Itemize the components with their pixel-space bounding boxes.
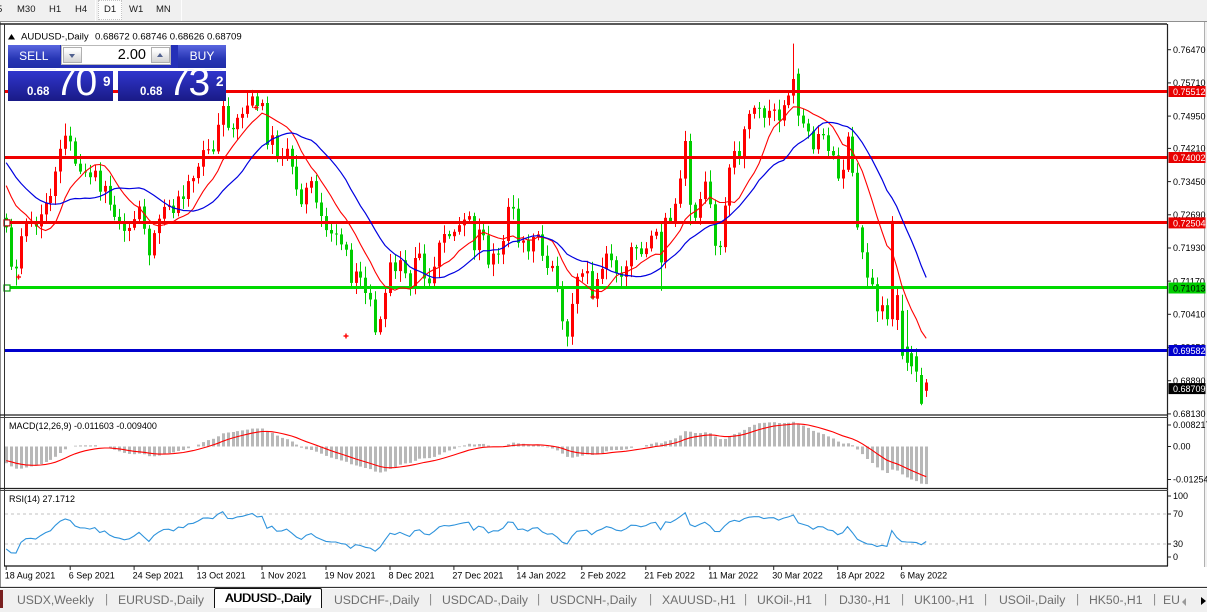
svg-text:8 Dec 2021: 8 Dec 2021	[389, 571, 435, 581]
svg-text:0.75512: 0.75512	[1173, 87, 1206, 97]
svg-text:0.70410: 0.70410	[1173, 310, 1206, 320]
svg-text:0.76470: 0.76470	[1173, 45, 1206, 55]
svg-text:70: 70	[1173, 509, 1183, 519]
svg-text:100: 100	[1173, 491, 1188, 501]
svg-text:-0.012547: -0.012547	[1173, 475, 1207, 485]
svg-text:AUDUSD-,Daily: AUDUSD-,Daily	[21, 32, 89, 43]
svg-text:0.72690: 0.72690	[1173, 210, 1206, 220]
svg-text:24 Sep 2021: 24 Sep 2021	[133, 571, 184, 581]
svg-text:0.68672 0.68746 0.68626 0.6870: 0.68672 0.68746 0.68626 0.68709	[95, 32, 242, 43]
svg-text:0.74210: 0.74210	[1173, 144, 1206, 154]
svg-text:19 Nov 2021: 19 Nov 2021	[325, 571, 376, 581]
svg-text:30: 30	[1173, 539, 1183, 549]
svg-text:11 Mar 2022: 11 Mar 2022	[708, 571, 758, 581]
svg-text:0: 0	[1173, 552, 1178, 562]
svg-text:30 Mar 2022: 30 Mar 2022	[772, 571, 823, 581]
svg-text:18 Apr 2022: 18 Apr 2022	[836, 571, 885, 581]
svg-text:6 Sep 2021: 6 Sep 2021	[69, 571, 115, 581]
svg-text:0.74950: 0.74950	[1173, 111, 1206, 121]
svg-text:0.69582: 0.69582	[1173, 346, 1206, 356]
svg-text:0.68709: 0.68709	[1173, 384, 1206, 394]
svg-text:0.00: 0.00	[1173, 442, 1191, 452]
svg-text:0.68130: 0.68130	[1173, 409, 1206, 419]
svg-text:0.74002: 0.74002	[1173, 153, 1206, 163]
svg-text:0.72504: 0.72504	[1173, 218, 1206, 228]
svg-text:6 May 2022: 6 May 2022	[900, 571, 947, 581]
svg-text:13 Oct 2021: 13 Oct 2021	[197, 571, 246, 581]
svg-text:14 Jan 2022: 14 Jan 2022	[516, 571, 566, 581]
svg-text:0.75710: 0.75710	[1173, 78, 1206, 88]
svg-text:2 Feb 2022: 2 Feb 2022	[580, 571, 626, 581]
svg-text:0.008217: 0.008217	[1173, 420, 1207, 430]
svg-text:0.73450: 0.73450	[1173, 177, 1206, 187]
svg-text:RSI(14) 27.1712: RSI(14) 27.1712	[9, 494, 75, 504]
svg-text:21 Feb 2022: 21 Feb 2022	[644, 571, 695, 581]
svg-text:0.71170: 0.71170	[1173, 276, 1205, 286]
svg-text:MACD(12,26,9) -0.011603 -0.009: MACD(12,26,9) -0.011603 -0.009400	[9, 421, 157, 431]
svg-text:0.71013: 0.71013	[1173, 283, 1206, 293]
svg-text:0.68890: 0.68890	[1173, 376, 1206, 386]
svg-text:27 Dec 2021: 27 Dec 2021	[452, 571, 503, 581]
svg-text:1 Nov 2021: 1 Nov 2021	[261, 571, 307, 581]
svg-text:0.71930: 0.71930	[1173, 243, 1206, 253]
svg-text:18 Aug 2021: 18 Aug 2021	[5, 571, 56, 581]
